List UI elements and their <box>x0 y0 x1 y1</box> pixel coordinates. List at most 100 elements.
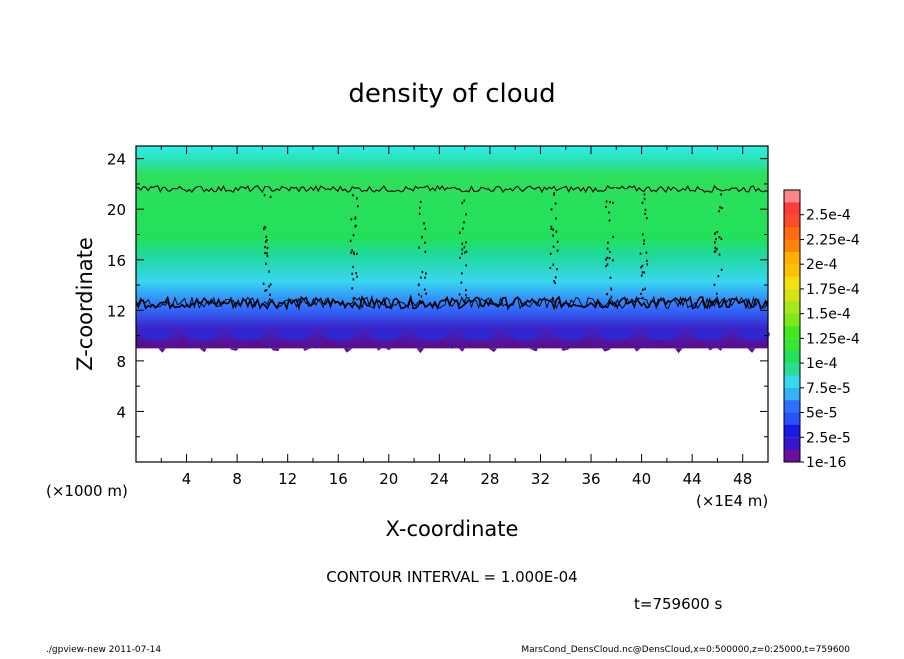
colorbar-swatch <box>784 412 800 425</box>
x-tick-label: 44 <box>683 470 702 488</box>
speckle <box>351 272 353 275</box>
speckle <box>643 239 645 242</box>
colorbar-label: 2e-4 <box>806 257 838 273</box>
speckle <box>265 262 267 265</box>
speckle <box>643 242 645 245</box>
speckle <box>265 235 268 238</box>
speckle <box>608 219 611 222</box>
colorbar-swatch <box>784 239 800 252</box>
x-tick-label: 16 <box>329 470 348 488</box>
plot-area <box>135 145 770 463</box>
x-tick-label: 24 <box>430 470 449 488</box>
speckle <box>552 234 554 237</box>
colorbar-swatch <box>784 350 800 364</box>
blue-blob <box>508 328 540 341</box>
speckle <box>263 226 266 229</box>
footer-right: MarsCond_DensCloud.nc@DensCloud,x=0:5000… <box>521 645 850 654</box>
speckle <box>418 293 420 296</box>
x-unit-label: (×1E4 m) <box>696 492 768 510</box>
speckle <box>349 239 352 242</box>
speckle <box>357 205 359 208</box>
speckle <box>605 265 607 268</box>
speckle <box>350 218 353 221</box>
speckle <box>605 200 608 203</box>
speckle <box>549 266 552 270</box>
blue-blob <box>370 328 402 341</box>
speckle <box>554 276 557 279</box>
x-tick-label: 8 <box>232 470 242 488</box>
speckle <box>354 217 357 220</box>
speckle <box>612 235 614 238</box>
speckle <box>553 280 555 283</box>
speckle <box>353 252 355 256</box>
speckle <box>640 266 642 269</box>
blue-blob <box>554 328 586 341</box>
speckle <box>263 227 265 231</box>
speckle <box>419 200 422 203</box>
colorbar-label: 2.5e-4 <box>806 208 851 224</box>
blue-blob <box>186 328 218 341</box>
speckle <box>352 278 355 281</box>
speckle <box>462 299 465 302</box>
x-tick-label: 4 <box>182 470 192 488</box>
speckle <box>720 268 723 271</box>
x-tick-label: 32 <box>531 470 550 488</box>
speckle <box>460 281 463 284</box>
speckle <box>640 292 642 295</box>
speckle <box>423 222 425 225</box>
speckle <box>461 252 463 255</box>
speckle <box>606 256 609 259</box>
speckle <box>550 208 553 211</box>
speckle <box>718 236 721 239</box>
speckle <box>266 252 268 255</box>
speckle <box>553 193 555 196</box>
colorbar-swatch <box>784 424 800 438</box>
speckle <box>458 293 461 296</box>
colorbar-label: 5e-5 <box>806 406 837 422</box>
speckle <box>646 263 649 266</box>
speckle <box>642 288 644 291</box>
y-axis-label: Z-coordinate <box>73 237 97 371</box>
speckle <box>424 250 427 253</box>
speckle <box>424 276 426 279</box>
speckle <box>607 241 609 244</box>
speckle <box>465 264 467 267</box>
x-axis-label: X-coordinate <box>386 517 519 541</box>
speckle <box>720 237 723 241</box>
contour-line <box>135 184 769 194</box>
colorbar-swatch <box>784 264 800 277</box>
speckle <box>421 270 424 274</box>
speckle <box>552 263 555 266</box>
speckle <box>716 292 718 295</box>
y-tick-label: 20 <box>107 201 126 219</box>
speckle <box>713 250 716 253</box>
speckle <box>463 199 466 202</box>
speckle <box>552 296 554 300</box>
x-tick-label: 40 <box>632 470 651 488</box>
speckle <box>461 248 464 251</box>
speckle <box>646 259 648 262</box>
speckle <box>643 198 646 201</box>
speckle <box>355 224 357 227</box>
cloud-base-purple <box>136 338 768 354</box>
speckle <box>268 285 270 288</box>
speckle <box>608 211 610 214</box>
speckle <box>644 212 646 215</box>
y-tick-label: 8 <box>116 353 126 371</box>
colorbar-frame <box>783 189 801 463</box>
blue-blob <box>324 328 356 341</box>
speckle <box>264 226 267 229</box>
speckle <box>713 283 716 286</box>
speckle <box>352 234 355 237</box>
colorbar-swatch <box>784 288 800 302</box>
speckle <box>721 207 723 210</box>
speckle <box>639 252 642 255</box>
speckle <box>352 297 355 300</box>
blue-blob <box>140 328 172 341</box>
speckle <box>463 246 466 249</box>
speckle <box>264 289 266 292</box>
speckle <box>720 193 722 196</box>
speckle <box>459 231 461 234</box>
speckle <box>550 227 553 230</box>
